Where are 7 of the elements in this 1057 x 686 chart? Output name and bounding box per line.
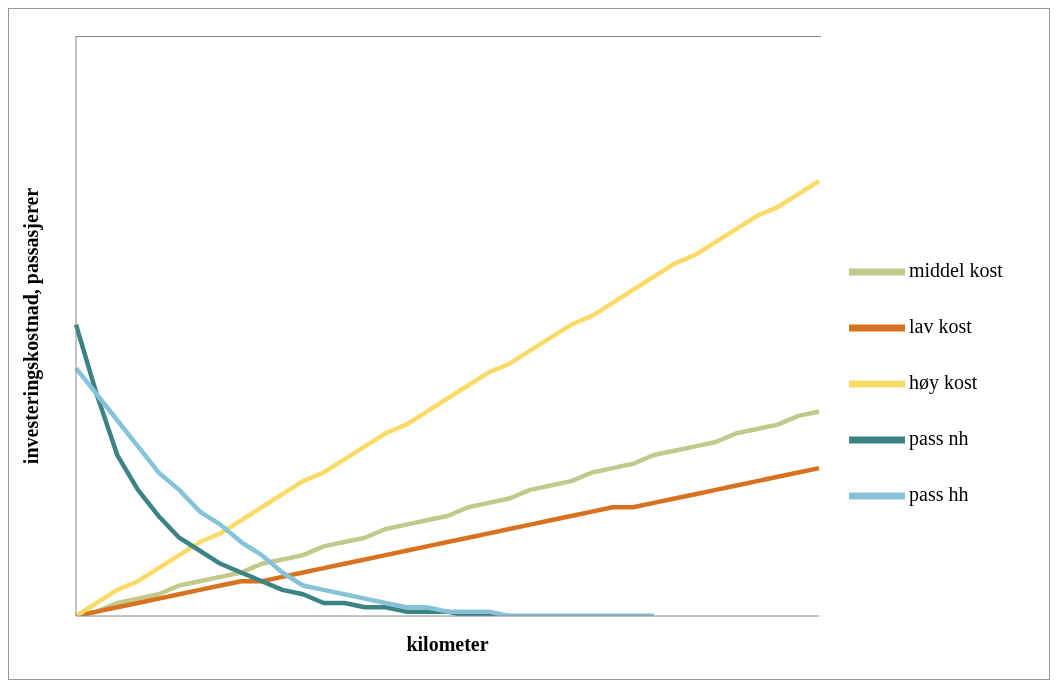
legend-label: lav kost [909,314,972,337]
x-axis-title: kilometer [406,633,489,655]
legend-label: middel kost [909,258,1003,281]
legend-label: pass hh [909,482,969,505]
legend-label: høy kost [909,370,978,393]
legend-label: pass nh [909,426,969,449]
y-axis-title: investeringskostnad, passasjerer [20,187,44,465]
